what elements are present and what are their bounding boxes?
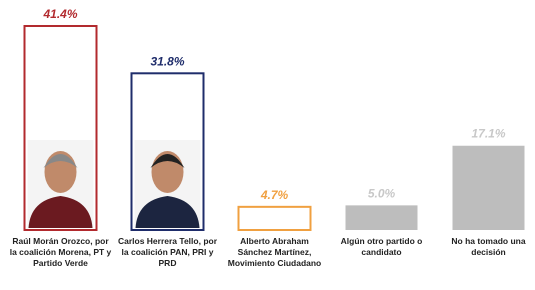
value-label: 17.1% <box>471 127 505 141</box>
category-label: No ha tomado una decisión <box>437 236 535 258</box>
bar <box>346 205 418 230</box>
value-label: 4.7% <box>260 188 289 202</box>
chart: 41.4% 31.8% 4.7% 5.0% 17.1% Raúl Morán Orozc… <box>0 0 535 290</box>
category-label: Alberto Abraham Sánchez Martínez, Movimi… <box>223 236 327 269</box>
value-label: 41.4% <box>42 7 77 21</box>
category-label: Algún otro partido o candidato <box>330 236 434 258</box>
category-label: Carlos Herrera Tello, por la coalición P… <box>116 236 220 269</box>
bar <box>453 146 525 230</box>
category-label: Raúl Morán Orozco, por la coalición More… <box>9 236 113 269</box>
bar <box>239 207 311 230</box>
value-label: 31.8% <box>150 54 184 68</box>
value-label: 5.0% <box>368 186 396 200</box>
